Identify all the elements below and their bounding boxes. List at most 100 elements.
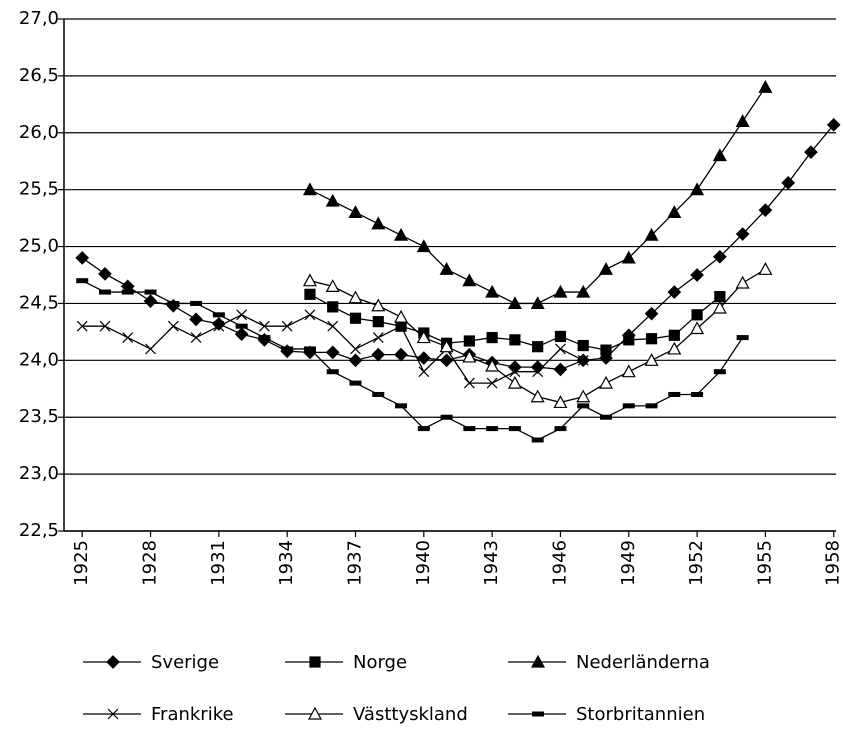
marker xyxy=(145,343,156,355)
marker xyxy=(234,327,249,342)
legend-label: Frankrike xyxy=(151,704,234,725)
marker xyxy=(463,335,475,347)
marker xyxy=(644,353,659,366)
marker xyxy=(553,395,568,409)
marker xyxy=(507,375,522,389)
marker xyxy=(554,330,567,343)
marker xyxy=(712,300,727,314)
marker xyxy=(327,320,339,332)
marker xyxy=(144,289,157,295)
marker xyxy=(325,279,340,292)
marker xyxy=(417,426,430,432)
marker xyxy=(349,380,362,386)
marker xyxy=(440,414,453,420)
marker xyxy=(486,331,498,344)
legend-item: Västtyskland xyxy=(285,704,468,725)
marker xyxy=(304,288,316,300)
marker xyxy=(804,145,818,159)
marker xyxy=(416,239,431,253)
marker xyxy=(372,332,384,344)
marker xyxy=(509,366,521,378)
marker xyxy=(235,323,248,329)
marker xyxy=(302,182,317,196)
x-tick-label: 1940 xyxy=(413,540,434,586)
legend-label: Storbritannien xyxy=(576,704,705,725)
marker xyxy=(530,389,545,403)
series-line xyxy=(309,268,766,404)
x-tick-label: 1928 xyxy=(140,540,161,586)
marker xyxy=(735,227,750,241)
marker xyxy=(644,306,659,321)
marker xyxy=(167,320,179,332)
marker xyxy=(304,309,316,321)
legend-label: Sverige xyxy=(151,652,219,673)
marker xyxy=(531,437,544,443)
marker xyxy=(532,341,544,353)
marker xyxy=(508,426,521,432)
marker xyxy=(644,227,659,241)
marker xyxy=(395,403,408,409)
marker xyxy=(690,182,705,196)
y-tick-label: 27,0 xyxy=(19,8,59,29)
marker xyxy=(645,333,658,345)
legend-item: Nederländerna xyxy=(508,652,710,673)
marker xyxy=(416,351,431,365)
y-tick-label: 24,0 xyxy=(19,349,59,370)
marker xyxy=(577,339,589,352)
marker xyxy=(327,301,339,313)
marker xyxy=(530,654,546,668)
legend-label: Nederländerna xyxy=(576,652,710,673)
marker xyxy=(258,335,271,341)
marker xyxy=(98,289,111,295)
marker xyxy=(667,285,682,299)
marker xyxy=(690,321,705,335)
marker xyxy=(439,353,454,368)
x-tick-label: 1931 xyxy=(208,540,229,586)
marker xyxy=(98,267,112,281)
y-tick-label: 25,5 xyxy=(19,179,59,200)
marker xyxy=(143,294,158,309)
marker xyxy=(713,249,727,264)
marker xyxy=(600,344,612,356)
marker xyxy=(598,262,614,275)
marker xyxy=(577,354,589,366)
marker xyxy=(372,316,384,328)
marker xyxy=(394,309,409,323)
marker xyxy=(463,377,475,389)
marker xyxy=(462,349,477,363)
marker xyxy=(395,320,407,332)
marker xyxy=(189,312,203,327)
marker xyxy=(530,296,545,310)
x-tick-label: 1934 xyxy=(276,540,297,586)
marker xyxy=(190,300,203,306)
marker xyxy=(371,216,386,230)
marker xyxy=(555,343,566,355)
marker xyxy=(213,320,225,332)
marker xyxy=(325,193,340,207)
y-tick-label: 26,0 xyxy=(19,122,59,143)
x-tick-label: 1955 xyxy=(754,540,775,586)
marker xyxy=(598,375,614,389)
marker xyxy=(645,403,658,409)
marker xyxy=(394,347,408,362)
marker xyxy=(212,312,225,318)
y-tick-label: 23,5 xyxy=(19,406,59,427)
marker xyxy=(325,345,340,360)
marker xyxy=(190,332,202,344)
marker xyxy=(416,330,431,344)
marker xyxy=(576,284,591,298)
marker xyxy=(486,426,499,432)
legend-item: Storbritannien xyxy=(508,704,705,725)
legend-label: Norge xyxy=(353,652,407,673)
x-tick-label: 1958 xyxy=(823,540,843,586)
marker xyxy=(576,389,591,403)
marker xyxy=(713,369,726,375)
marker xyxy=(668,391,681,397)
marker xyxy=(507,296,522,310)
marker xyxy=(167,300,180,306)
marker xyxy=(554,426,567,432)
marker xyxy=(75,251,90,265)
y-tick-label: 22,5 xyxy=(19,520,59,541)
